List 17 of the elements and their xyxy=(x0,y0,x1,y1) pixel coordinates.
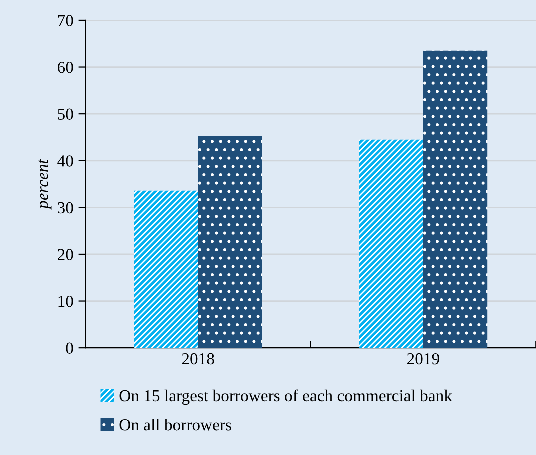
y-tick-label: 70 xyxy=(58,15,74,26)
y-tick-label: 0 xyxy=(66,342,74,354)
x-tick-label: 2019 xyxy=(408,353,440,365)
y-tick-label: 30 xyxy=(58,202,74,214)
y-tick-label: 40 xyxy=(58,156,74,167)
y-tick-label: 60 xyxy=(58,62,74,74)
legend-label: On all borrowers xyxy=(120,418,232,431)
legend-label: On 15 largest borrowers of each commercial bank xyxy=(120,390,452,406)
y-tick-label: 50 xyxy=(58,108,74,120)
bar xyxy=(359,140,424,348)
bar xyxy=(423,50,488,348)
y-tick-label: 20 xyxy=(58,249,74,260)
x-tick-label: 2018 xyxy=(182,353,214,365)
bar xyxy=(198,136,262,348)
y-tick-label: 10 xyxy=(58,296,74,308)
bar xyxy=(134,190,198,348)
y-axis-title: percent xyxy=(38,159,52,210)
